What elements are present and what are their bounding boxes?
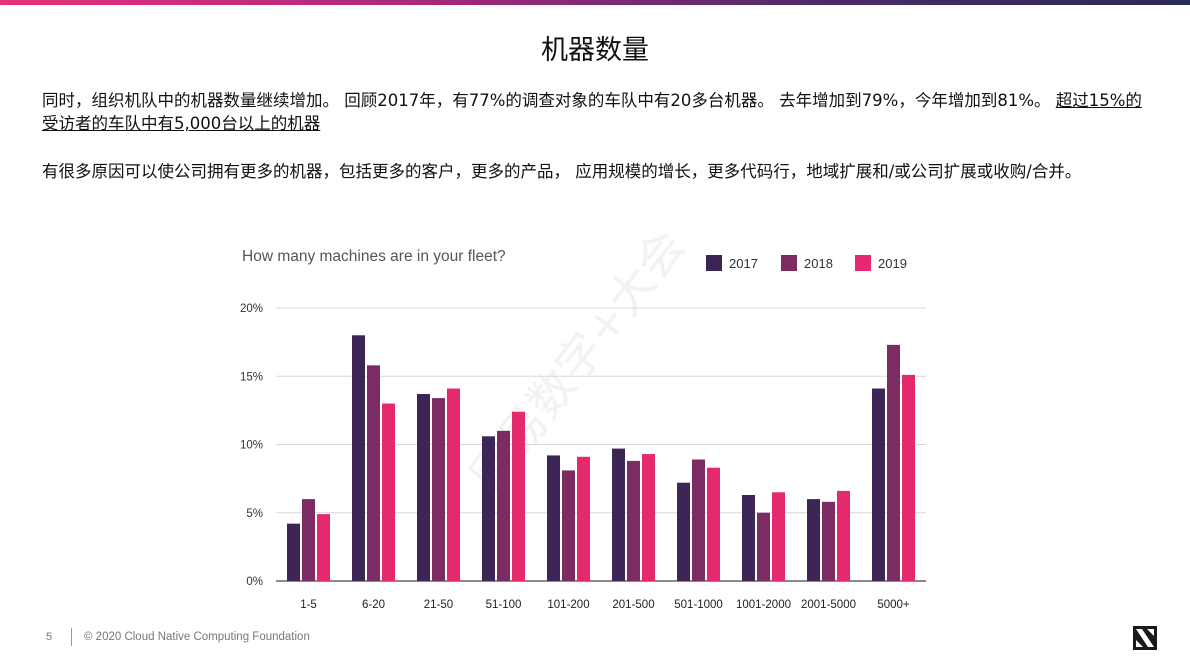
paragraph-reasons: 有很多原因可以使公司拥有更多的机器，包括更多的客户，更多的产品， 应用规模的增长… (42, 162, 1082, 181)
slide-title: 机器数量 (541, 35, 649, 66)
bar-2019-5000+ (902, 374, 915, 581)
legend-swatch (706, 255, 722, 271)
bar-2018-1-5 (302, 499, 315, 581)
legend-label: 2017 (729, 256, 758, 271)
paragraph-fleet-growth-highlight: 超过15%的受访者的车队中有5,000台以上的机器 (42, 91, 1142, 133)
bar-2017-2001-5000 (807, 499, 820, 581)
bar-2019-501-1000 (707, 467, 720, 581)
x-tick-label: 21-50 (424, 599, 453, 611)
bar-2018-2001-5000 (822, 501, 835, 581)
bar-2017-6-20 (352, 335, 365, 581)
bar-2019-2001-5000 (837, 490, 850, 581)
paragraph-fleet-growth: 同时，组织机队中的机器数量继续增加。 回顾2017年，有77%的调查对象的车队中… (42, 89, 1152, 135)
bar-2017-201-500 (612, 448, 625, 581)
bar-2017-501-1000 (677, 482, 690, 581)
bar-2019-1-5 (317, 514, 330, 581)
legend-label: 2018 (804, 256, 833, 271)
x-tick-label: 2001-5000 (801, 599, 856, 611)
bar-2017-101-200 (547, 455, 560, 581)
bar-2019-1001-2000 (772, 492, 785, 581)
legend-swatch (781, 255, 797, 271)
x-tick-label: 51-100 (486, 599, 522, 611)
bar-2017-51-100 (482, 436, 495, 581)
bar-2017-21-50 (417, 393, 430, 581)
bar-2019-21-50 (447, 388, 460, 581)
bar-2018-201-500 (627, 460, 640, 581)
bar-2018-501-1000 (692, 459, 705, 581)
bar-2017-5000+ (872, 388, 885, 581)
bar-2019-201-500 (642, 454, 655, 581)
bar-2018-51-100 (497, 430, 510, 581)
y-tick-label: 10% (240, 440, 263, 452)
y-tick-label: 5% (246, 508, 263, 520)
bar-2017-1001-2000 (742, 495, 755, 581)
bar-2018-21-50 (432, 398, 445, 581)
x-tick-label: 1-5 (300, 599, 317, 611)
footer-divider (71, 628, 72, 646)
y-tick-label: 0% (246, 576, 263, 588)
bar-2018-1001-2000 (757, 512, 770, 581)
cncf-logo-icon (1133, 626, 1157, 650)
x-tick-label: 501-1000 (674, 599, 723, 611)
paragraph-fleet-growth-text: 同时，组织机队中的机器数量继续增加。 回顾2017年，有77%的调查对象的车队中… (42, 91, 1051, 110)
y-tick-label: 15% (240, 371, 263, 383)
bar-2019-101-200 (577, 456, 590, 581)
top-gradient-bar (0, 0, 1190, 5)
x-tick-label: 1001-2000 (736, 599, 791, 611)
page-number: 5 (46, 631, 53, 643)
legend-swatch (855, 255, 871, 271)
chart-title: How many machines are in your fleet? (242, 248, 506, 265)
bar-2019-51-100 (512, 411, 525, 581)
x-tick-label: 201-500 (612, 599, 654, 611)
x-tick-label: 6-20 (362, 599, 385, 611)
copyright-text: © 2020 Cloud Native Computing Foundation (84, 631, 310, 643)
x-tick-label: 101-200 (547, 599, 589, 611)
bar-2018-101-200 (562, 470, 575, 581)
legend-label: 2019 (878, 256, 907, 271)
y-tick-label: 20% (240, 303, 263, 315)
x-tick-label: 5000+ (877, 599, 910, 611)
bar-2018-5000+ (887, 344, 900, 581)
bar-2018-6-20 (367, 365, 380, 581)
bar-2019-6-20 (382, 403, 395, 581)
bar-2017-1-5 (287, 523, 300, 581)
